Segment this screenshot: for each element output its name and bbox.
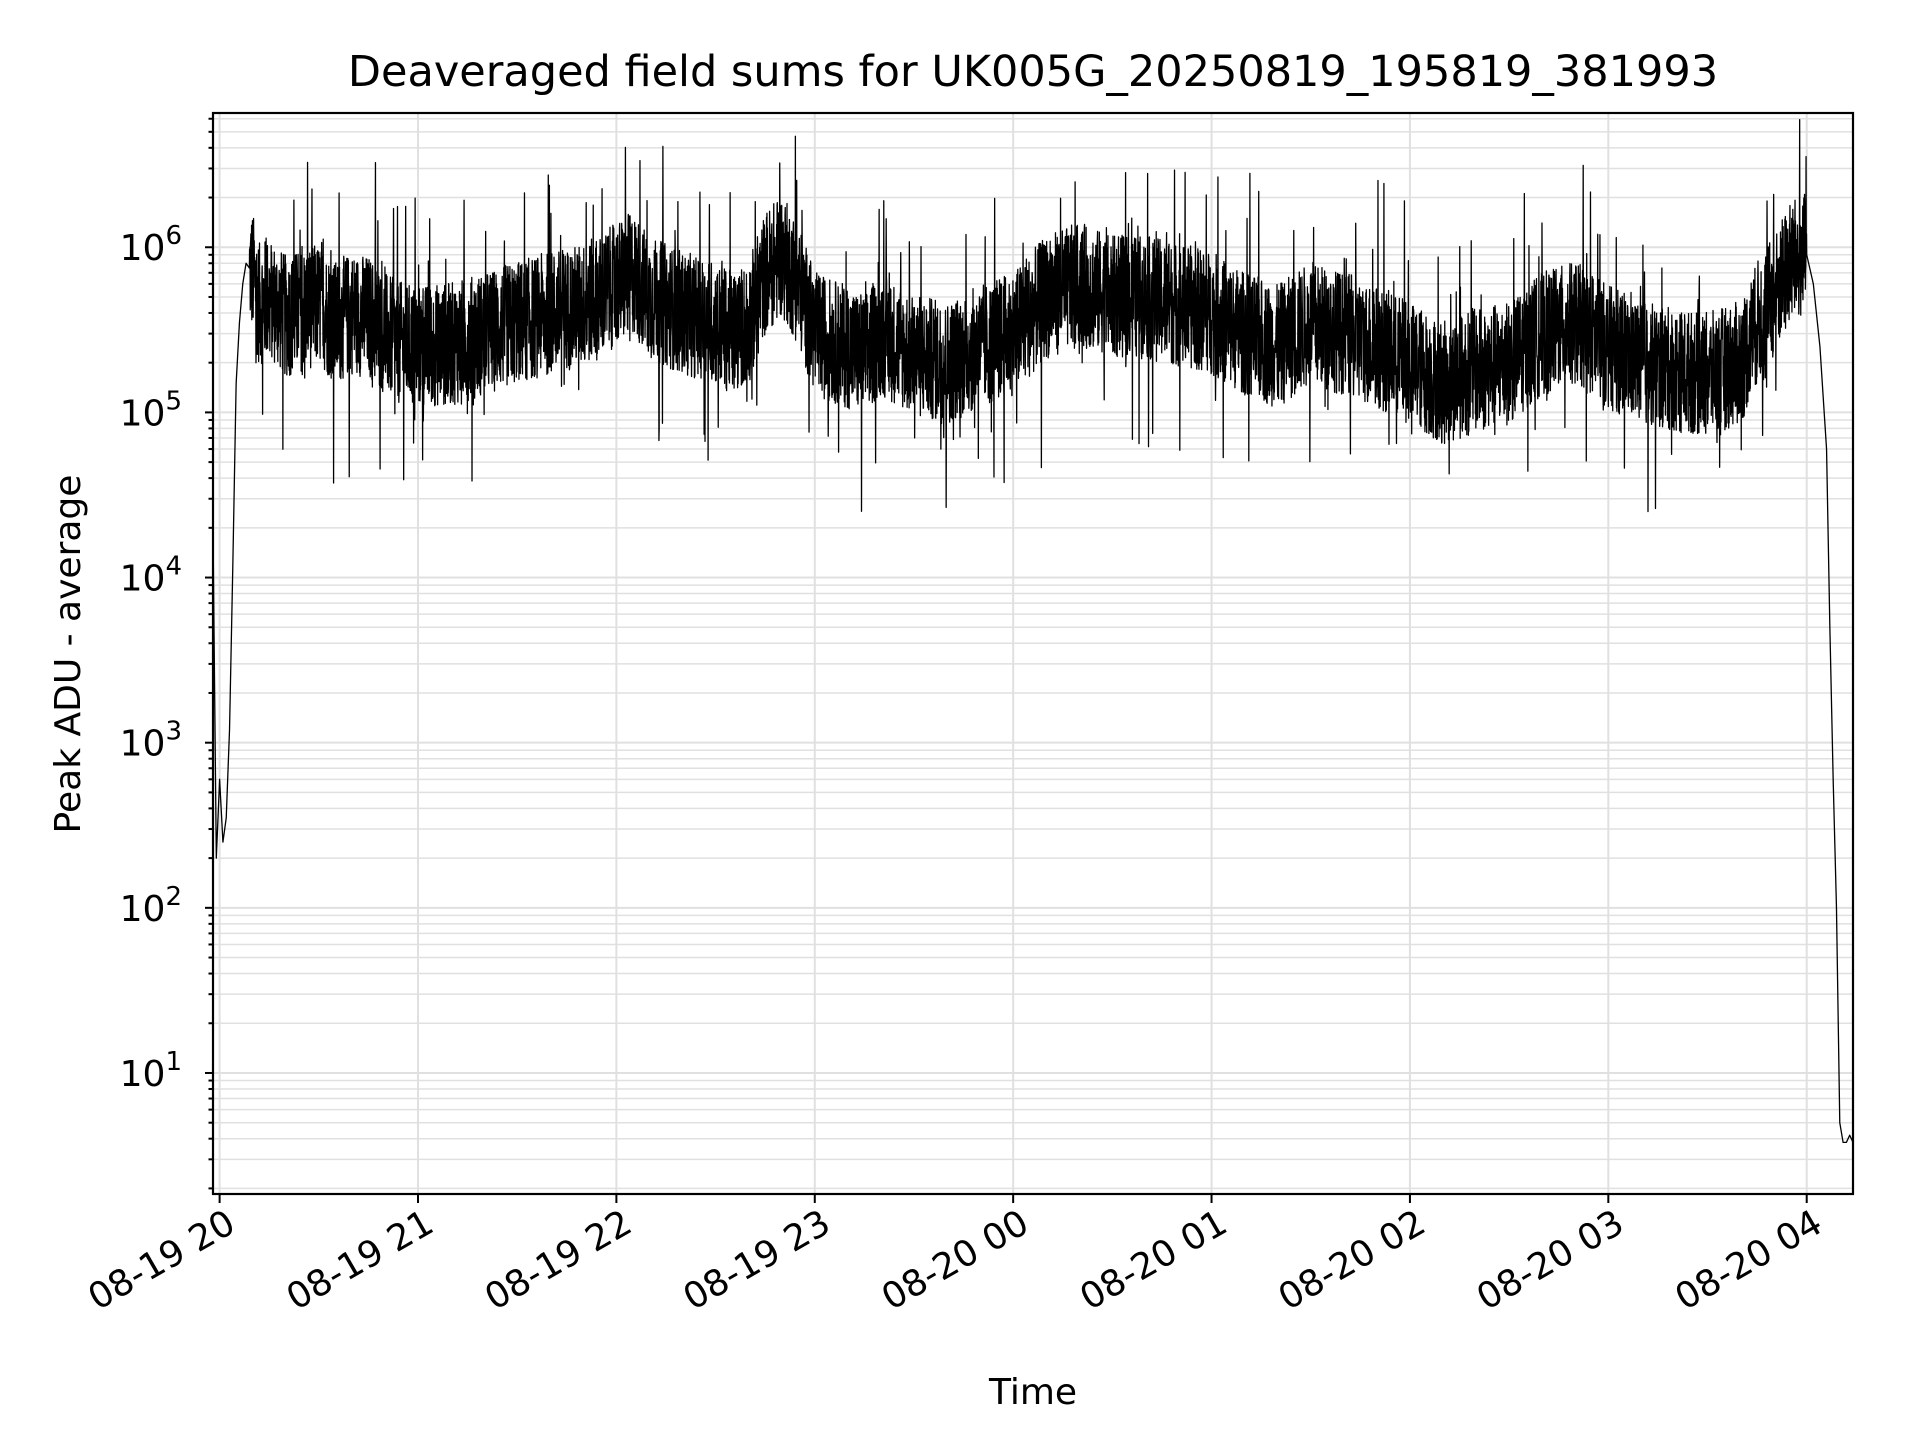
chart-title: Deaveraged field sums for UK005G_2025081… [348, 47, 1718, 97]
data-series [212, 118, 1854, 1144]
y-tick-label: 106 [120, 221, 182, 269]
y-tick-label: 104 [120, 552, 182, 600]
series-line-0 [212, 118, 1854, 1144]
x-axis-label: Time [988, 1372, 1077, 1413]
y-axis-label: Peak ADU - average [48, 475, 89, 834]
y-tick-label: 103 [120, 717, 182, 765]
plot-frame [211, 111, 1855, 1196]
y-tick-label: 105 [120, 386, 182, 434]
y-tick-label: 102 [120, 882, 182, 930]
y-tick-label: 101 [120, 1047, 182, 1095]
